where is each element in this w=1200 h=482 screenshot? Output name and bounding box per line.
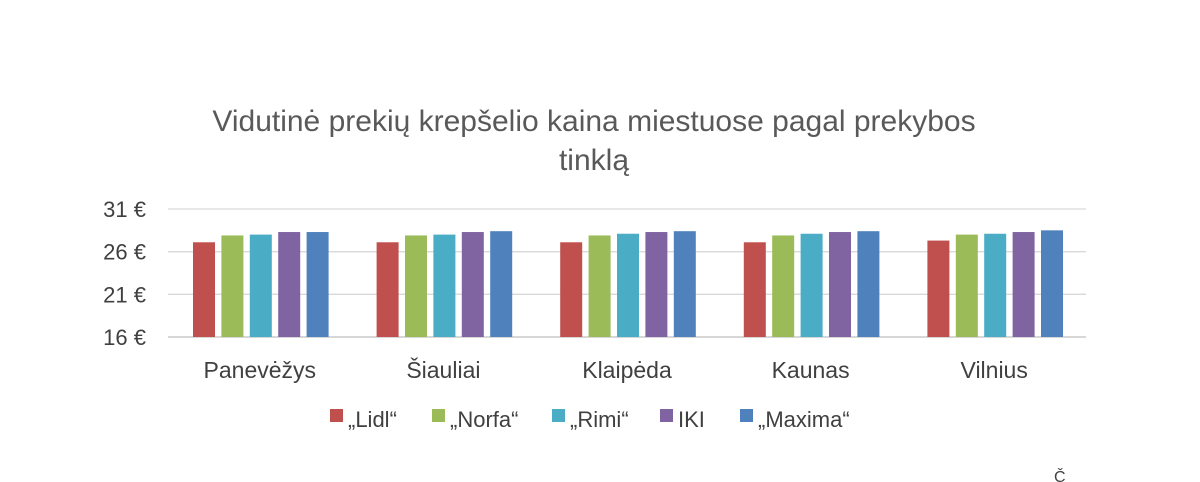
x-category-label: Kaunas <box>772 357 850 383</box>
bar <box>927 240 950 337</box>
legend-swatch <box>552 409 565 422</box>
x-category-label: Šiauliai <box>406 356 480 383</box>
chart-title-line-1: Vidutinė prekių krepšelio kaina miestuos… <box>212 105 975 138</box>
legend-swatch <box>432 409 445 422</box>
bar <box>617 233 639 337</box>
bar <box>857 231 880 337</box>
x-category-label: Panevėžys <box>204 357 317 383</box>
bar <box>955 234 978 337</box>
y-tick-label: 21 € <box>103 282 146 307</box>
legend-label: „Norfa“ <box>450 407 518 432</box>
chart-title: Vidutinė prekių krepšelio kaina miestuos… <box>212 105 975 177</box>
bar <box>405 235 427 337</box>
legend-label: „Maxima“ <box>758 407 850 432</box>
corner-mark: Č <box>1054 467 1066 482</box>
bar <box>278 232 301 337</box>
legend-label: „Rimi“ <box>570 407 629 432</box>
bar <box>743 242 766 337</box>
chart-title-line-2: tinklą <box>559 144 629 177</box>
bar <box>306 232 329 337</box>
legend-label: IKI <box>678 407 705 432</box>
y-tick-label: 31 € <box>103 197 146 222</box>
bar <box>560 242 583 337</box>
x-category-label: Vilnius <box>961 357 1028 383</box>
bar <box>800 233 823 337</box>
bar <box>490 231 513 337</box>
y-tick-label: 16 € <box>103 325 146 350</box>
bar <box>673 231 696 337</box>
bar <box>193 242 215 337</box>
bar <box>1041 230 1063 337</box>
x-category-label: Klaipėda <box>582 357 672 383</box>
bar <box>433 234 456 337</box>
bar <box>461 232 484 337</box>
bar <box>829 232 851 337</box>
y-tick-label: 26 € <box>103 240 146 265</box>
bar <box>984 233 1007 337</box>
bar <box>221 235 244 337</box>
legend-swatch <box>740 409 753 422</box>
bar <box>249 234 272 337</box>
legend-swatch <box>660 409 673 422</box>
bar <box>376 242 399 337</box>
legend-label: „Lidl“ <box>348 407 397 432</box>
bar <box>588 235 611 337</box>
y-axis-ticks: 16 € 21 € 26 € 31 € <box>103 197 146 350</box>
bar <box>772 235 795 337</box>
bar <box>645 232 668 337</box>
bar <box>1012 232 1035 337</box>
bars <box>193 230 1063 337</box>
x-axis-categories: Panevėžys Šiauliai Klaipėda Kaunas Vilnius <box>204 356 1028 383</box>
legend-swatch <box>330 409 343 422</box>
legend: „Lidl“ „Norfa“ „Rimi“ IKI „Maxima“ <box>330 407 850 432</box>
